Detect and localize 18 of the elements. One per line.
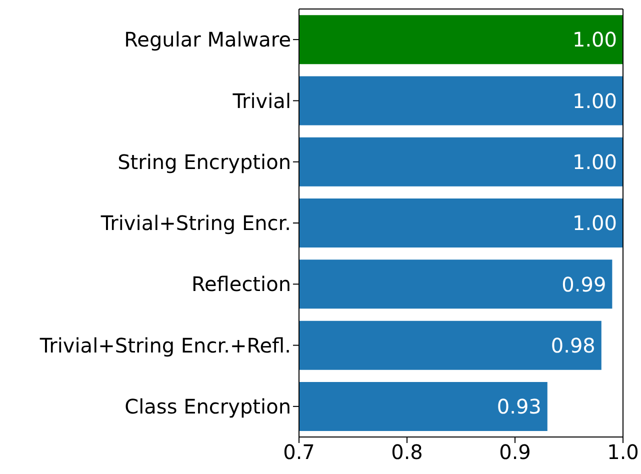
x-tick-label: 1.0 (607, 440, 639, 464)
data-label: 0.93 (496, 394, 542, 419)
y-tick-label: String Encryption (118, 150, 291, 174)
x-tick-label: 0.8 (391, 440, 423, 464)
y-tick-label: Trivial+String Encr.+Refl. (38, 333, 291, 358)
data-label: 0.98 (550, 333, 596, 358)
x-tick-label: 0.7 (283, 440, 315, 464)
y-tick-label: Trivial+String Encr. (100, 211, 291, 236)
data-label: 0.99 (562, 272, 606, 296)
y-tick-label: Reflection (191, 272, 291, 296)
y-tick-label: Trivial (232, 88, 291, 113)
data-label: 1.00 (572, 88, 617, 113)
x-tick-label: 0.9 (499, 440, 531, 464)
data-label: 1.00 (572, 150, 617, 174)
y-tick-label: Class Encryption (124, 394, 291, 419)
data-label: 1.00 (572, 211, 617, 236)
y-tick-label: Regular Malware (124, 28, 291, 52)
data-label: 1.00 (572, 28, 617, 52)
